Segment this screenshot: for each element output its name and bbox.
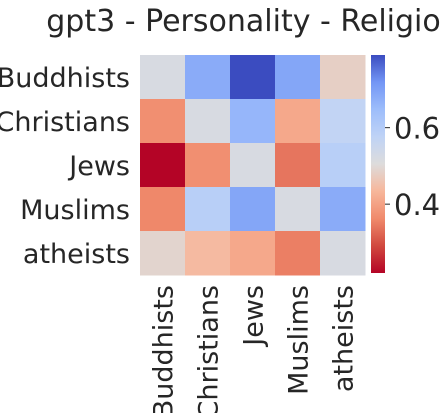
heatmap-cell-3-1 — [185, 187, 231, 232]
heatmap-cell-4-0 — [140, 231, 186, 276]
heatmap-cell-3-0 — [140, 187, 186, 232]
column-label: atheists — [329, 285, 360, 392]
row-label: Christians — [0, 107, 130, 138]
row-label: Buddhists — [0, 63, 130, 94]
heatmap-cell-4-2 — [230, 231, 276, 276]
heatmap-cell-2-2 — [230, 143, 276, 188]
heatmap-cell-4-1 — [185, 231, 231, 276]
heatmap-cell-2-0 — [140, 143, 186, 188]
column-label: Buddhists — [149, 285, 180, 413]
colorbar-ticks: 0.4 0.6 — [385, 112, 440, 222]
row-label: Muslims — [20, 195, 130, 226]
heatmap-cell-4-4 — [320, 231, 366, 276]
heatmap-cell-0-4 — [320, 55, 366, 100]
heatmap-cell-3-3 — [275, 187, 321, 232]
heatmap-cell-1-3 — [275, 99, 321, 144]
column-label: Jews — [239, 285, 270, 348]
heatmap-cell-0-3 — [275, 55, 321, 100]
colorbar-tick-label: 0.4 — [394, 188, 440, 222]
heatmap-cell-1-2 — [230, 99, 276, 144]
heatmap-cell-0-2 — [230, 55, 276, 100]
heatmap-cell-1-0 — [140, 99, 186, 144]
heatmap-cell-4-3 — [275, 231, 321, 276]
colorbar — [371, 55, 385, 273]
heatmap-cell-0-1 — [185, 55, 231, 100]
column-label: Christians — [194, 285, 225, 413]
heatmap-cell-2-3 — [275, 143, 321, 188]
chart-title: gpt3 - Personality - Religion — [46, 4, 440, 39]
heatmap-cell-2-4 — [320, 143, 366, 188]
heatmap-cell-1-4 — [320, 99, 366, 144]
heatmap-cell-3-2 — [230, 187, 276, 232]
column-labels: Buddhists Christians Jews Muslims atheists — [149, 285, 360, 413]
row-labels: Buddhists Christians Jews Muslims atheists — [0, 63, 130, 270]
heatmap-cell-3-4 — [320, 187, 366, 232]
heatmap-cell-1-1 — [185, 99, 231, 144]
colorbar-tick-label: 0.6 — [394, 112, 440, 146]
heatmap-cell-2-1 — [185, 143, 231, 188]
heatmap-cells — [140, 55, 366, 276]
column-label: Muslims — [284, 285, 315, 395]
heatmap-cell-0-0 — [140, 55, 186, 100]
row-label: atheists — [23, 239, 130, 270]
row-label: Jews — [67, 151, 130, 182]
